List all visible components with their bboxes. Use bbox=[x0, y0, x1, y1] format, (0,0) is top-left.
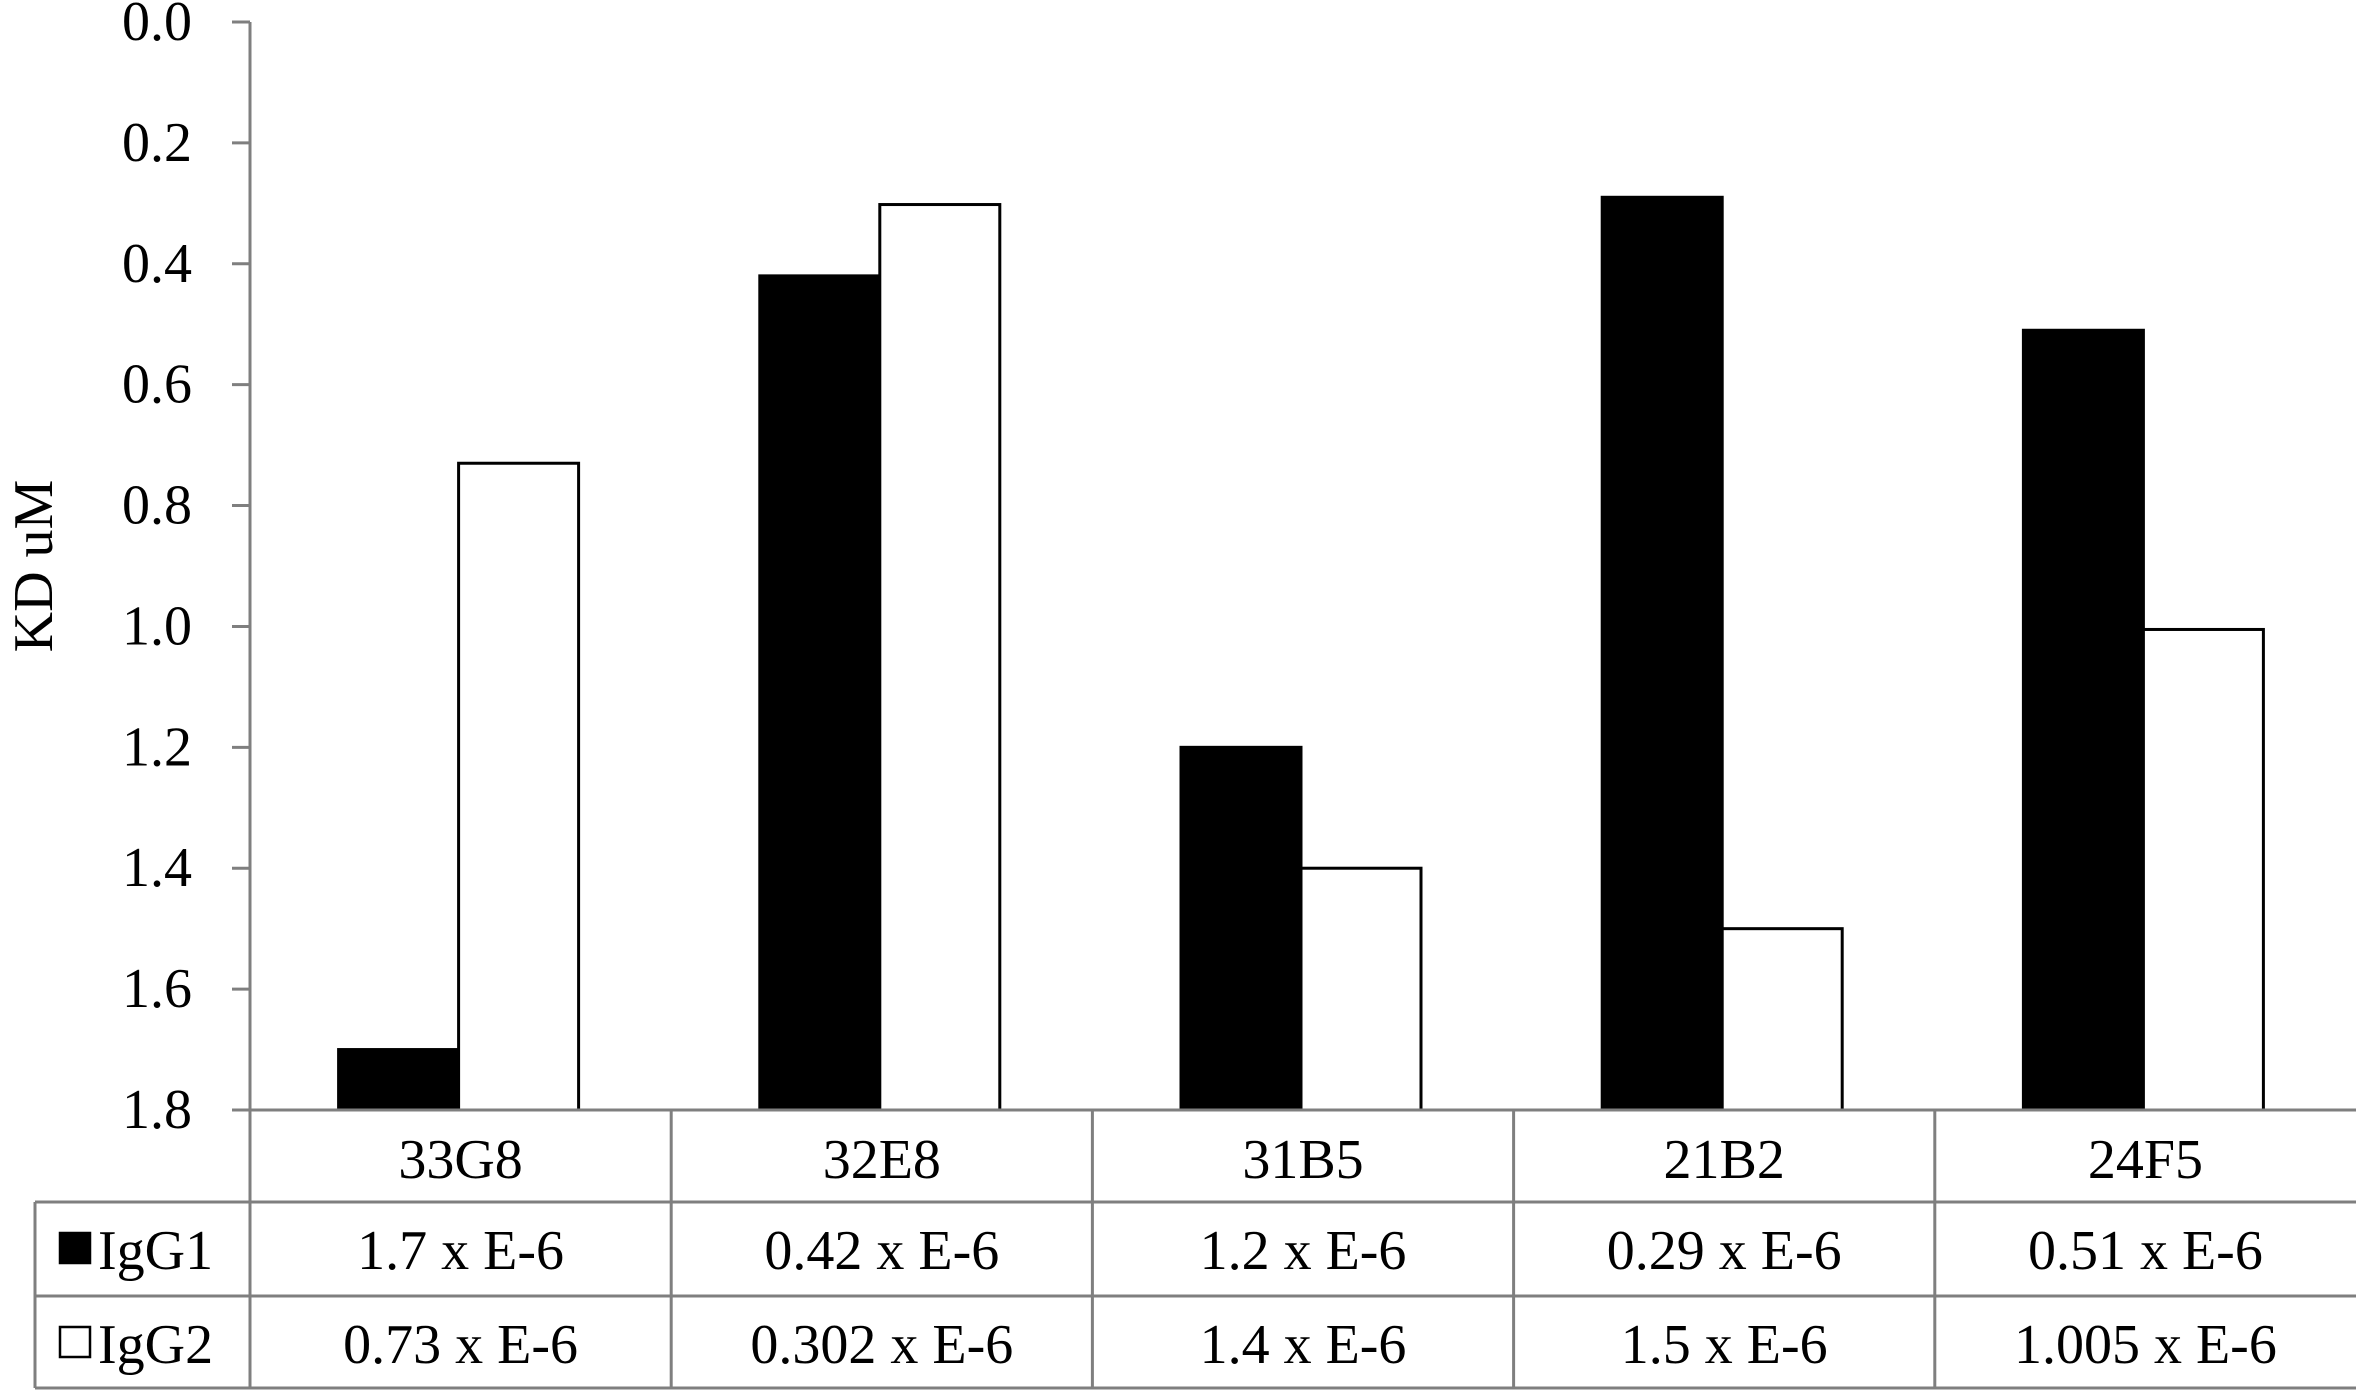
bar-igg1-21b2 bbox=[1600, 195, 1724, 1112]
bar-igg1-32e8 bbox=[758, 274, 882, 1112]
bar-igg2-33g8 bbox=[457, 461, 581, 1112]
data-table-value: 0.302 x E-6 bbox=[750, 1314, 1013, 1376]
data-table-value: 1.5 x E-6 bbox=[1621, 1314, 1828, 1376]
data-table-value: 0.29 x E-6 bbox=[1607, 1220, 1842, 1282]
bar-igg2-21b2 bbox=[1720, 927, 1844, 1112]
bar-igg1-24f5 bbox=[2021, 328, 2145, 1112]
bar-igg1-33g8 bbox=[337, 1048, 461, 1112]
category-label: 24F5 bbox=[2088, 1129, 2203, 1191]
category-label: 21B2 bbox=[1664, 1129, 1785, 1191]
bar-igg2-24f5 bbox=[2141, 627, 2265, 1112]
data-table-value: 0.73 x E-6 bbox=[343, 1314, 578, 1376]
data-table-value: 0.42 x E-6 bbox=[764, 1220, 999, 1282]
bar-igg2-31b5 bbox=[1299, 866, 1423, 1112]
legend-label-igg1: IgG1 bbox=[98, 1220, 213, 1282]
y-tick-label: 1.0 bbox=[122, 595, 192, 657]
data-table-value: 0.51 x E-6 bbox=[2028, 1220, 2263, 1282]
y-tick-label: 0.0 bbox=[122, 0, 192, 53]
legend-label-igg2: IgG2 bbox=[98, 1314, 213, 1376]
y-tick-label: 0.2 bbox=[122, 112, 192, 174]
data-table-value: 1.005 x E-6 bbox=[2014, 1314, 2277, 1376]
y-tick-label: 1.6 bbox=[122, 958, 192, 1020]
y-tick-label: 1.2 bbox=[122, 716, 192, 778]
y-axis-title: KD uM bbox=[3, 480, 65, 653]
category-label: 33G8 bbox=[398, 1129, 522, 1191]
category-label: 32E8 bbox=[823, 1129, 941, 1191]
bar-igg2-32e8 bbox=[878, 203, 1002, 1112]
bar-igg1-31b5 bbox=[1179, 745, 1303, 1112]
data-table-value: 1.7 x E-6 bbox=[357, 1220, 564, 1282]
y-tick-label: 1.8 bbox=[122, 1079, 192, 1141]
data-table-value: 1.4 x E-6 bbox=[1200, 1314, 1407, 1376]
legend-key-igg2 bbox=[58, 1325, 92, 1359]
y-tick-label: 1.4 bbox=[122, 837, 192, 899]
y-tick-label: 0.4 bbox=[122, 233, 192, 295]
data-table-value: 1.2 x E-6 bbox=[1200, 1220, 1407, 1282]
y-tick-label: 0.8 bbox=[122, 475, 192, 537]
category-label: 31B5 bbox=[1242, 1129, 1363, 1191]
legend-key-igg1 bbox=[58, 1231, 92, 1265]
y-tick-label: 0.6 bbox=[122, 354, 192, 416]
